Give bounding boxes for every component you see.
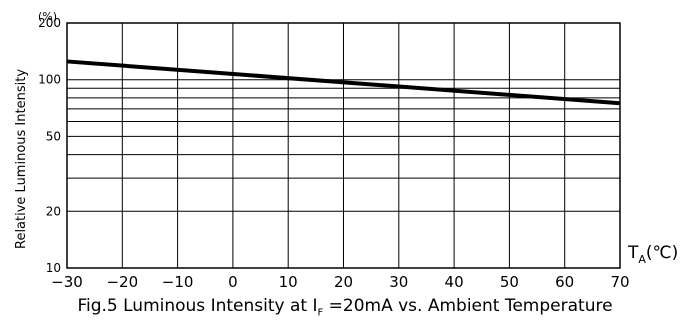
y-tick-label: 10 — [46, 261, 61, 275]
y-tick-label: 100 — [38, 73, 61, 87]
y-tick-labels: 200 100 50 20 10 — [38, 16, 61, 275]
x-gridlines — [66, 23, 621, 268]
x-axis-label-unit: (℃) — [646, 243, 678, 263]
y-tick-label: 20 — [46, 204, 61, 218]
chart: −30 −20 −10 0 10 20 30 40 50 60 70 200 100 50 20 10 (%… — [14, 10, 678, 291]
x-tick-label: −30 — [51, 273, 83, 291]
x-tick-label: 60 — [555, 273, 574, 291]
series-layer — [66, 59, 621, 106]
figure-caption: Fig.5 Luminous Intensity at IF =20mA vs.… — [0, 296, 690, 318]
x-axis-label-sub: A — [638, 253, 646, 266]
series-line — [66, 59, 621, 106]
caption-prefix: Fig.5 Luminous Intensity at I — [77, 296, 318, 316]
x-tick-label: 20 — [334, 273, 353, 291]
x-axis-label-main: T — [627, 243, 639, 263]
y-tick-label: 50 — [46, 129, 61, 143]
caption-suffix: =20mA vs. Ambient Temperature — [323, 296, 613, 316]
x-tick-label: −10 — [162, 273, 194, 291]
x-tick-labels: −30 −20 −10 0 10 20 30 40 50 60 70 — [51, 273, 629, 291]
y-tick-label: 200 — [38, 16, 61, 30]
x-tick-label: 50 — [500, 273, 519, 291]
plot-frame — [66, 22, 621, 269]
y-unit-label: (%) — [38, 10, 57, 23]
caption-subscript: F — [317, 307, 324, 319]
x-tick-label: 40 — [445, 273, 464, 291]
x-tick-label: −20 — [106, 273, 138, 291]
x-tick-label: 70 — [610, 273, 629, 291]
x-tick-label: 10 — [279, 273, 298, 291]
y-axis-label: Relative Luminous Intensity — [14, 69, 29, 249]
x-tick-label: 0 — [228, 273, 238, 291]
x-axis-label: TA(℃) — [627, 243, 678, 266]
x-tick-label: 30 — [389, 273, 408, 291]
